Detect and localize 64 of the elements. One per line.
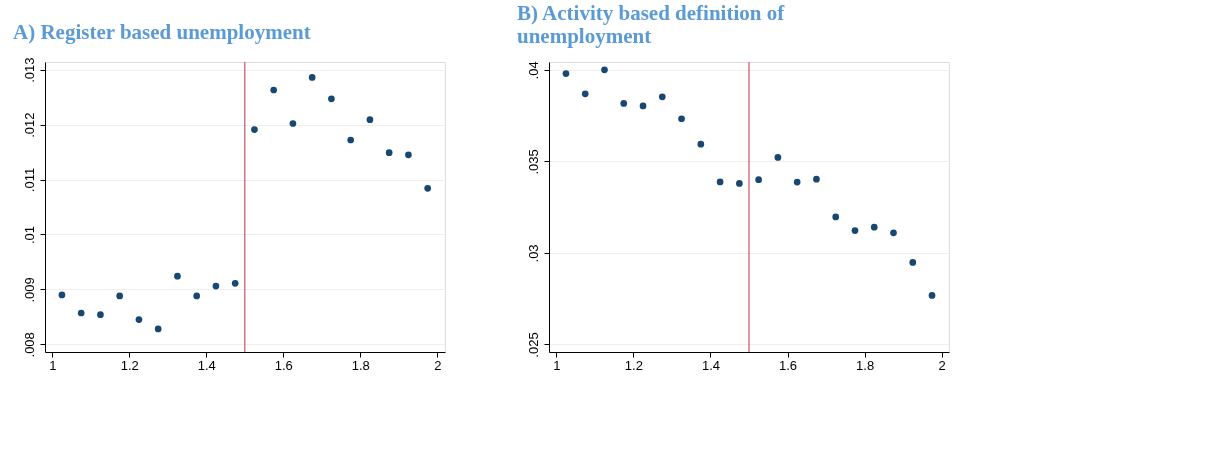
point [601, 66, 608, 74]
point [832, 213, 840, 221]
point [328, 95, 335, 103]
point [736, 180, 743, 187]
x-tick-label: 1.6 [779, 357, 798, 373]
point [813, 175, 820, 183]
point [135, 316, 143, 323]
point [909, 259, 917, 266]
point [928, 292, 936, 299]
x-tick-label: 2 [434, 357, 442, 373]
y-tick-label: .012 [21, 112, 37, 138]
y-tick-label: .04 [525, 61, 541, 80]
point [270, 86, 278, 94]
point [77, 309, 85, 317]
point [755, 176, 762, 184]
x-tick-label: 1.6 [274, 357, 293, 373]
point [116, 292, 124, 300]
y-tick-label: .03 [525, 244, 541, 263]
point [251, 126, 258, 133]
point [212, 282, 220, 290]
point [774, 154, 782, 161]
x-tick-label: 1.8 [351, 357, 370, 373]
point [716, 178, 724, 186]
point [289, 120, 297, 127]
point [890, 229, 897, 237]
point [366, 116, 374, 124]
point [658, 93, 666, 101]
point [697, 140, 705, 148]
point [405, 151, 412, 159]
y-tick-label: .025 [525, 332, 541, 358]
point [793, 178, 801, 186]
x-tick-label: 2 [938, 357, 946, 373]
point [347, 136, 355, 144]
point [97, 311, 104, 318]
point [174, 272, 181, 280]
point [193, 292, 201, 300]
x-tick-label: 1 [553, 357, 561, 373]
x-tick-label: 1.2 [120, 357, 139, 373]
point [639, 102, 647, 110]
x-tick-label: 1.4 [701, 357, 720, 373]
point [308, 74, 316, 81]
y-tick-label: .009 [21, 277, 37, 303]
x-tick-label: 1.4 [197, 357, 216, 373]
x-tick-label: 1.2 [624, 357, 643, 373]
chart-title: A) Register based unemployment [13, 20, 311, 45]
point [620, 100, 628, 107]
point [424, 184, 432, 192]
point [154, 325, 162, 333]
x-tick-label: 1.8 [856, 357, 875, 373]
point [562, 70, 570, 77]
y-tick-label: .01 [21, 225, 37, 244]
x-tick-label: 1 [49, 357, 57, 373]
chart-title: B) Activity based definition of unemployment [517, 0, 786, 48]
point [870, 223, 878, 231]
point [581, 90, 589, 98]
point [678, 115, 685, 123]
point [851, 227, 859, 234]
point [385, 149, 393, 156]
point [231, 280, 239, 287]
y-tick-label: .008 [21, 332, 37, 358]
y-tick-label: .011 [21, 167, 37, 193]
point [58, 291, 66, 299]
y-tick-label: .035 [525, 149, 541, 175]
y-tick-label: .013 [21, 57, 37, 83]
